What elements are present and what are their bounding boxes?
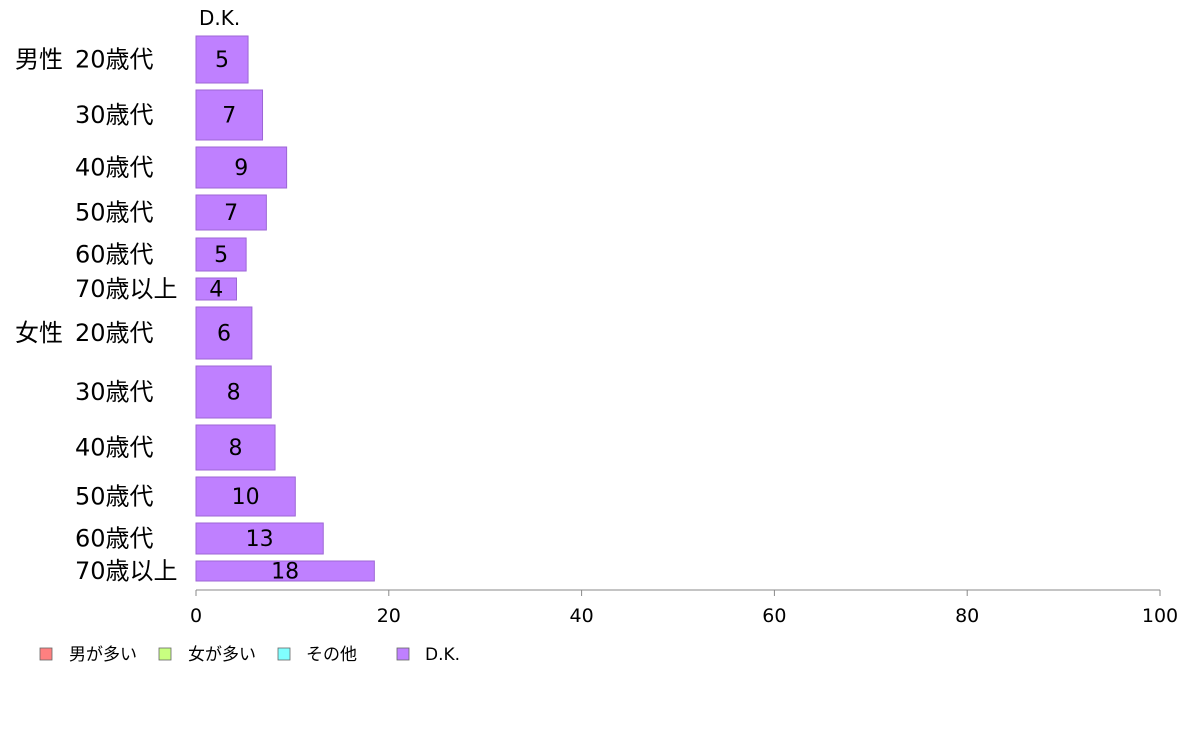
legend-swatch: [277, 647, 291, 661]
legend-label: その他: [306, 645, 357, 665]
bar: [195, 146, 288, 189]
bar-label: 8: [229, 436, 243, 461]
x-tick-label: 40: [570, 605, 594, 627]
category-label: 50歳代: [75, 199, 154, 227]
bar-label: 5: [215, 48, 229, 73]
legend-swatch: [158, 647, 172, 661]
category-label: 30歳代: [75, 378, 154, 406]
bar: [195, 237, 247, 272]
category-label: 30歳代: [75, 101, 154, 129]
bar: [195, 35, 249, 84]
column-header: D.K.: [199, 6, 240, 30]
bar-label: 13: [246, 527, 274, 552]
bar-label: 5: [214, 243, 228, 268]
x-tick-label: 20: [377, 605, 401, 627]
bar: [195, 277, 237, 301]
bar: [195, 476, 296, 517]
x-tick-label: 100: [1142, 605, 1178, 627]
bar: [195, 522, 324, 555]
category-label: 70歳以上: [75, 557, 178, 585]
legend-label: D.K.: [425, 645, 460, 665]
legend-swatch: [396, 647, 410, 661]
bar: [195, 306, 253, 360]
category-label: 40歳代: [75, 434, 154, 462]
x-tick-label: 60: [762, 605, 786, 627]
bar: [195, 424, 276, 471]
category-label: 60歳代: [75, 525, 154, 553]
bar-label: 10: [232, 485, 260, 510]
bar-label: 8: [227, 381, 241, 406]
category-label: 40歳代: [75, 154, 154, 182]
x-axis: 0 20 40 60 80 100: [190, 589, 1178, 627]
bar-label: 7: [224, 201, 238, 226]
category-label: 60歳代: [75, 241, 154, 269]
x-tick-label: 0: [190, 605, 202, 627]
bar: [195, 89, 264, 141]
category-label: 70歳以上: [75, 275, 178, 303]
legend: 男が多い 女が多い その他 D.K.: [39, 645, 460, 665]
legend-label: 女が多い: [188, 645, 256, 665]
bar-label: 9: [234, 156, 248, 181]
legend-swatch: [39, 647, 53, 661]
category-label: 20歳代: [75, 46, 154, 74]
category-label: 50歳代: [75, 483, 154, 511]
bar-label: 4: [209, 278, 223, 303]
group-label: 男性: [15, 46, 63, 74]
bar-label: 18: [271, 560, 299, 585]
bar-label: 7: [222, 104, 236, 129]
legend-label: 男が多い: [69, 645, 137, 665]
bar: [195, 365, 272, 419]
bar-label: 6: [217, 322, 231, 347]
x-tick-label: 80: [955, 605, 979, 627]
bar: [195, 560, 375, 582]
group-label: 女性: [15, 319, 63, 347]
category-label: 20歳代: [75, 319, 154, 347]
bar: [195, 194, 267, 231]
bars: 5 7 9 7 5 4 6 8 8 10 13 18: [195, 35, 375, 585]
